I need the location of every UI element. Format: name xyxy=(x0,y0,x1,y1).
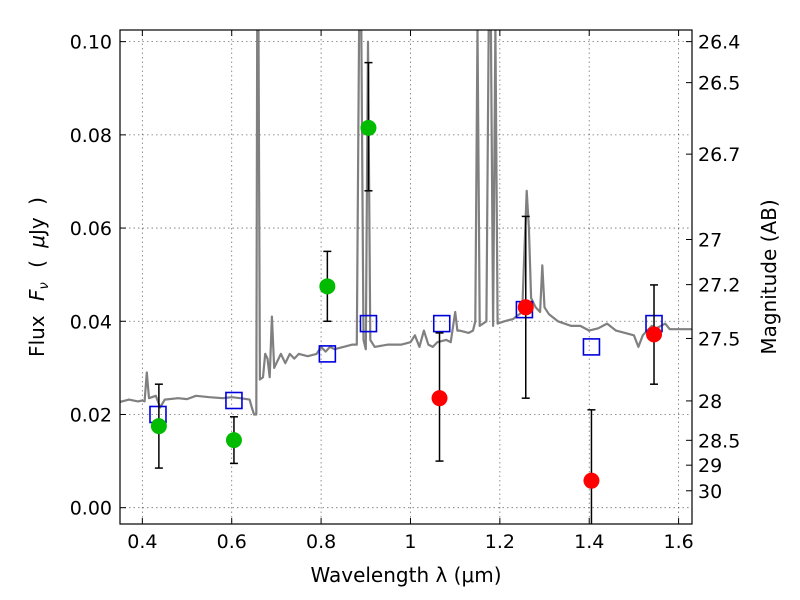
x-tick-label: 1.4 xyxy=(574,531,604,553)
y-tick-label: 0.00 xyxy=(70,498,112,520)
x-axis-label: Wavelength λ (μm) xyxy=(310,563,501,587)
y-tick-label: 0.02 xyxy=(70,404,112,426)
mag-tick-label: 28.5 xyxy=(698,430,740,452)
x-tick-label: 0.4 xyxy=(127,531,157,553)
grid-lines xyxy=(120,30,692,524)
mag-tick-label: 26.7 xyxy=(698,144,740,166)
mag-tick-label: 30 xyxy=(698,481,722,503)
observed-flux-point xyxy=(225,432,242,449)
spectrum-layer xyxy=(120,30,692,416)
observed-flux-point xyxy=(583,472,600,489)
x-tick-label: 1.2 xyxy=(485,531,515,553)
model-flux-square xyxy=(432,314,451,333)
mag-tick-label: 27.2 xyxy=(698,275,740,297)
x-tick-label: 0.6 xyxy=(217,531,247,553)
y-tick-label: 0.10 xyxy=(70,32,112,54)
mag-tick-label: 26.4 xyxy=(698,32,740,54)
right-axis-label: Magnitude (AB) xyxy=(757,199,781,354)
x-tick-label: 1 xyxy=(404,531,416,553)
y-tick-label: 0.08 xyxy=(70,125,112,147)
tick-marks xyxy=(120,30,692,524)
x-tick-label: 1.6 xyxy=(663,531,693,553)
plot-frame xyxy=(119,29,693,525)
y-tick-label: 0.04 xyxy=(70,311,112,333)
observed-flux-point xyxy=(150,418,167,435)
model-flux-square xyxy=(582,338,601,356)
observed-flux-point xyxy=(646,326,663,343)
x-tick-label: 0.8 xyxy=(306,531,336,553)
observed-flux-point xyxy=(431,390,448,407)
observed-flux-point xyxy=(517,299,534,316)
mag-tick-label: 29 xyxy=(698,455,722,477)
observed-flux-point xyxy=(360,119,377,136)
model-flux-square xyxy=(318,345,337,363)
model-spectrum-line xyxy=(120,30,692,416)
mag-tick-label: 27 xyxy=(698,229,722,251)
plot-background xyxy=(120,30,692,524)
marker-layer xyxy=(149,61,663,524)
y-tick-label: 0.06 xyxy=(70,218,112,240)
mag-tick-label: 28 xyxy=(698,391,722,413)
mag-tick-label: 26.5 xyxy=(698,73,740,95)
y-axis-label: Flux Fν ( μJy ) xyxy=(25,197,53,357)
tick-labels: 0.4 0.6 0.8 1 1.2 1.4 1.6 0.00 0.02 0.04 0.06 0.08 0… xyxy=(70,32,741,553)
mag-tick-label: 27.5 xyxy=(698,328,740,350)
model-flux-square xyxy=(359,314,378,333)
model-flux-square xyxy=(225,391,243,410)
observed-flux-point xyxy=(319,278,336,295)
